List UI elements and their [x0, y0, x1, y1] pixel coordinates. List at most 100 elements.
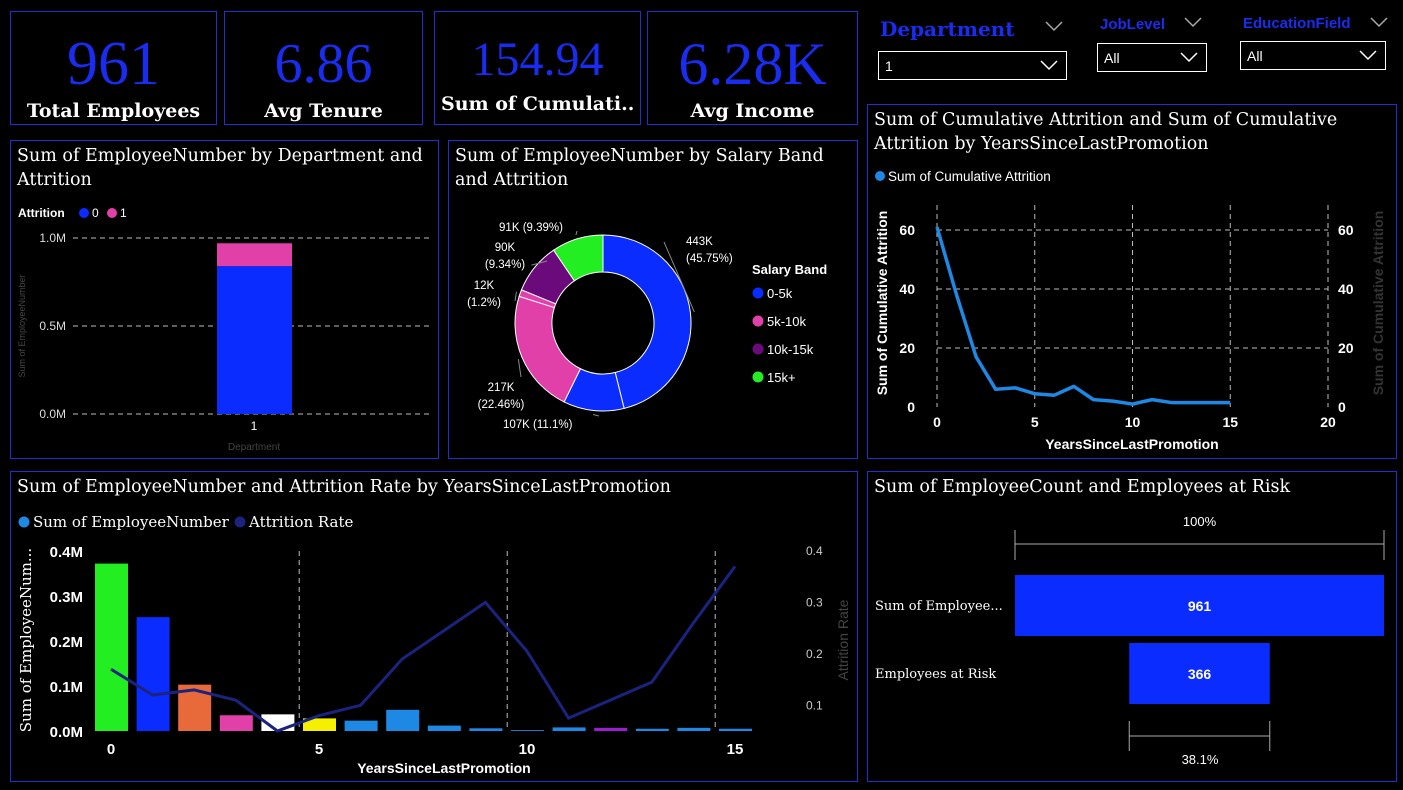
- slicer-education-value: All: [1247, 48, 1263, 64]
- bar: [677, 727, 711, 731]
- bar: [635, 728, 669, 731]
- data-label: 107K (11.1%): [503, 419, 573, 431]
- funnel-row-label: Employees at Risk: [875, 667, 996, 682]
- legend-label: 1: [120, 206, 127, 220]
- y2-axis-title: Sum of Cumulative Attrition: [1370, 211, 1386, 396]
- salary-band-donut-chart: 443K (45.75%) 107K (11.1%) 217K (22.46%) 12K (…: [467, 222, 827, 431]
- y2-tick-label: 0.3: [806, 595, 823, 609]
- y-tick-label: 20: [899, 340, 915, 356]
- chart-title: Sum of Cumulative Attrition and Sum of C…: [874, 110, 1338, 154]
- bar: [719, 728, 752, 731]
- y-tick-label: 0: [907, 399, 915, 415]
- bar-segment-attrition-1: [217, 243, 292, 267]
- bar: [95, 563, 128, 731]
- legend-label: 0: [92, 206, 99, 220]
- kpi-card-total-employees: 961 Total Employees: [10, 11, 217, 125]
- chevron-down-icon[interactable]: [1044, 20, 1064, 32]
- chevron-down-icon: [1359, 50, 1377, 61]
- kpi-value: 6.28K: [678, 31, 827, 97]
- legend-label: 5k-10k: [767, 314, 807, 329]
- legend-label: 0-5k: [767, 286, 793, 301]
- slicer-education-dropdown[interactable]: All: [1240, 41, 1386, 70]
- y-tick-label: 60: [899, 222, 915, 238]
- data-label: (45.75%): [686, 253, 733, 265]
- legend-title: Attrition: [18, 206, 65, 220]
- y-axis-title: Sum of EmployeeNum...: [17, 548, 35, 732]
- y-tick-label: 0.2M: [50, 634, 83, 651]
- kpi-card-avg-income: 6.28K Avg Income: [647, 11, 858, 125]
- legend-label: Sum of EmployeeNumber: [33, 513, 230, 531]
- y2-tick-label: 0.1: [806, 698, 823, 712]
- percent-label: 38.1%: [1182, 752, 1219, 767]
- department-attrition-chart: Attrition 0 1 0.0M 0.5M 1.0M 1 Department Sum of…: [17, 206, 433, 453]
- donut-slice-0-5k: [602, 234, 692, 410]
- chevron-down-icon[interactable]: [1370, 17, 1388, 28]
- kpi-value: 961: [67, 30, 160, 98]
- y2-tick-label: 20: [1338, 340, 1354, 356]
- legend-title: Salary Band: [752, 262, 827, 277]
- legend-marker: [752, 371, 764, 383]
- chevron-down-icon: [1040, 60, 1058, 71]
- x-axis-title: YearsSinceLastPromotion: [357, 760, 531, 776]
- data-label: (9.34%): [485, 259, 525, 271]
- funnel-value: 961: [1188, 598, 1212, 614]
- data-label: 90K: [495, 242, 516, 254]
- leader-line: [514, 291, 517, 302]
- y-tick-label: 0.0M: [50, 724, 83, 741]
- leader-line: [592, 413, 600, 417]
- chart-title: Sum of EmployeeNumber by Department and …: [17, 146, 423, 190]
- data-label: (22.46%): [478, 399, 525, 411]
- kpi-value: 6.86: [274, 33, 373, 95]
- data-label: 91K (9.39%): [499, 222, 563, 234]
- y-tick-label: 0.4M: [50, 544, 83, 561]
- bar: [386, 709, 420, 731]
- legend-marker: [79, 208, 89, 218]
- leader-line: [517, 358, 522, 378]
- slicer-joblevel-dropdown[interactable]: All: [1097, 43, 1207, 72]
- chart-panel-department: Sum of EmployeeNumber by Department and …: [10, 140, 439, 459]
- x-axis-title: Department: [228, 442, 280, 453]
- kpi-card-cumulative: 154.94 Sum of Cumulati...: [434, 11, 641, 125]
- y2-tick-label: 0: [1338, 399, 1346, 415]
- x-tick-label: 0: [933, 414, 941, 430]
- slicer-department-dropdown[interactable]: 1: [878, 51, 1067, 80]
- chart-title: Sum of EmployeeNumber by Salary Band and…: [455, 146, 824, 190]
- donut-slice-15k+: [552, 234, 604, 282]
- leader-line: [575, 230, 578, 236]
- bar: [303, 718, 336, 731]
- kpi-card-avg-tenure: 6.86 Avg Tenure: [224, 11, 423, 125]
- legend-marker: [752, 287, 764, 299]
- bar-segment-attrition-0: [217, 266, 292, 414]
- chart-panel-promotion: Sum of EmployeeNumber and Attrition Rate…: [10, 471, 858, 782]
- legend-label: Sum of Cumulative Attrition: [888, 169, 1051, 184]
- x-tick-label: 15: [727, 741, 744, 758]
- attrition-rate-line: [110, 565, 737, 733]
- leader-line: [663, 241, 695, 313]
- chart-panel-risk: Sum of EmployeeCount and Employees at Ri…: [867, 471, 1397, 782]
- y-axis-title: Sum of Cumulative Attrition: [874, 211, 890, 396]
- x-tick-label: 20: [1320, 414, 1336, 430]
- y2-axis-title: Attrition Rate: [835, 599, 851, 680]
- funnel-value: 366: [1188, 666, 1212, 682]
- chevron-down-icon[interactable]: [1184, 17, 1202, 28]
- chart-title: Sum of EmployeeNumber and Attrition Rate…: [17, 477, 671, 497]
- slicer-department-value: 1: [885, 58, 893, 74]
- legend-marker: [875, 171, 885, 181]
- bar: [344, 720, 378, 731]
- x-axis-title: YearsSinceLastPromotion: [1045, 436, 1219, 452]
- leader-line: [531, 260, 548, 266]
- funnel-bar: [1015, 575, 1384, 636]
- chart-panel-cumulative-attrition: Sum of Cumulative Attrition and Sum of C…: [867, 104, 1397, 459]
- promotion-combo-chart: Sum of EmployeeNumber Attrition Rate 0.0M 0…: [17, 513, 851, 776]
- y-tick-label: 40: [899, 281, 915, 297]
- legend-label: Attrition Rate: [248, 513, 353, 531]
- employees-at-risk-chart: 100% 961 Sum of Employee... 366 Employees at…: [875, 514, 1385, 767]
- series-line: [935, 226, 1231, 406]
- donut-slice-5k-10k: [514, 295, 582, 403]
- legend-marker: [18, 516, 30, 528]
- legend-marker: [107, 208, 117, 218]
- y2-tick-label: 0.4: [806, 544, 823, 558]
- x-tick-label: 10: [519, 741, 536, 758]
- bar: [552, 727, 586, 731]
